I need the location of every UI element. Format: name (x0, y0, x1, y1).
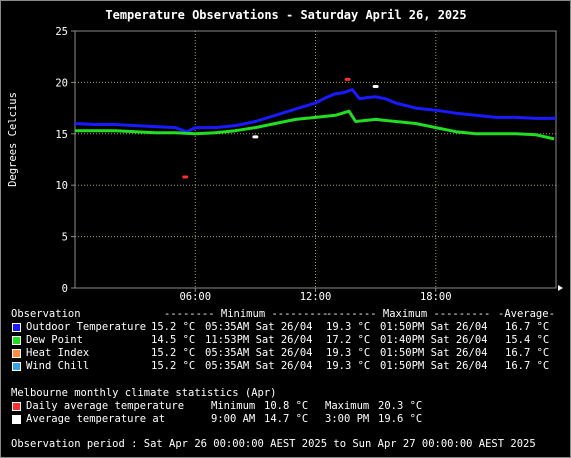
daily-average-label: Daily average temperature (26, 400, 185, 412)
legend-row-min-time: 11:53PM Sat 26/04 (205, 334, 313, 346)
average-time-2: 3:00 PM (325, 413, 370, 425)
legend-row-average: 16.7 °C (505, 347, 550, 359)
legend-row-min-time: 05:35AM Sat 26/04 (205, 360, 313, 372)
climate-marker (344, 77, 351, 81)
climate-title: Melbourne monthly climate statistics (Ap… (11, 387, 277, 399)
legend-row-max-value: 17.2 °C (326, 334, 371, 346)
legend-row-min-time: 05:35AM Sat 26/04 (205, 321, 313, 333)
x-tick-label: 06:00 (179, 291, 211, 300)
legend-row-min-value: 15.2 °C (151, 321, 196, 333)
legend-swatch (12, 349, 21, 358)
x-axis-arrow (558, 285, 563, 291)
legend-row-max-value: 19.3 °C (326, 360, 371, 372)
legend-row-average: 16.7 °C (505, 321, 550, 333)
daily-max-value: 20.3 °C (378, 400, 423, 412)
daily-average-swatch (12, 402, 21, 411)
series-line-outdoor-temperature (74, 88, 556, 134)
y-tick-label: 20 (55, 77, 68, 89)
legend-row-min-value: 15.2 °C (151, 347, 196, 359)
legend-row-min-value: 15.2 °C (151, 360, 196, 372)
legend-row-max-value: 19.3 °C (326, 347, 371, 359)
legend-header-average: -Average- (498, 308, 555, 320)
legend-row-max-time: 01:40PM Sat 26/04 (380, 334, 488, 346)
observation-period: Observation period : Sat Apr 26 00:00:00… (11, 438, 536, 450)
legend-row-min-value: 14.5 °C (151, 334, 196, 346)
legend-row-average: 15.4 °C (505, 334, 550, 346)
average-temperature-label: Average temperature at (26, 413, 166, 425)
temperature-chart: 0 5 10 15 20 25 06:00 12:00 18:00 Temperature Obs… (7, 8, 563, 300)
plot-area (74, 30, 557, 289)
legend-row-max-value: 19.3 °C (326, 321, 371, 333)
climate-marker (252, 135, 259, 139)
y-tick-label: 10 (55, 180, 68, 192)
average-time-1: 9:00 AM (211, 413, 256, 425)
y-tick-label: 15 (55, 129, 68, 141)
legend-swatch (12, 323, 21, 332)
daily-min-value: 10.8 °C (264, 400, 309, 412)
daily-min-label: Minimum (211, 400, 256, 412)
average-value-1: 14.7 °C (264, 413, 309, 425)
y-axis-label: Degrees Celcius (7, 92, 19, 187)
legend-swatch (12, 336, 21, 345)
y-tick-label: 0 (62, 283, 68, 295)
legend-swatch (12, 362, 21, 371)
average-temperature-swatch (12, 415, 21, 424)
legend-row-label: Heat Index (26, 347, 90, 359)
x-tick-label: 12:00 (300, 291, 332, 300)
legend-row-max-time: 01:50PM Sat 26/04 (380, 360, 488, 372)
y-tick-label: 5 (62, 232, 68, 244)
legend-row-min-time: 05:35AM Sat 26/04 (205, 347, 313, 359)
legend-header-observation: Observation (11, 308, 81, 320)
legend-row-label: Wind Chill (26, 360, 90, 372)
x-tick-label: 18:00 (420, 291, 452, 300)
legend-row-label: Dew Point (26, 334, 83, 346)
average-value-2: 19.6 °C (378, 413, 423, 425)
climate-marker (182, 175, 189, 179)
legend-header-minimum: -------- Minimum --------- (164, 308, 329, 320)
legend-row-max-time: 01:50PM Sat 26/04 (380, 347, 488, 359)
legend-row-max-time: 01:50PM Sat 26/04 (380, 321, 488, 333)
series-line-dew-point (75, 109, 555, 141)
legend-header-maximum: -------- Maximum --------- (326, 308, 491, 320)
y-tick-label: 25 (55, 26, 68, 38)
climate-marker (372, 85, 379, 89)
daily-max-label: Maximum (325, 400, 370, 412)
legend-row-average: 16.7 °C (505, 360, 550, 372)
legend-row-label: Outdoor Temperature (26, 321, 147, 333)
chart-title: Temperature Observations - Saturday Apri… (105, 8, 466, 22)
